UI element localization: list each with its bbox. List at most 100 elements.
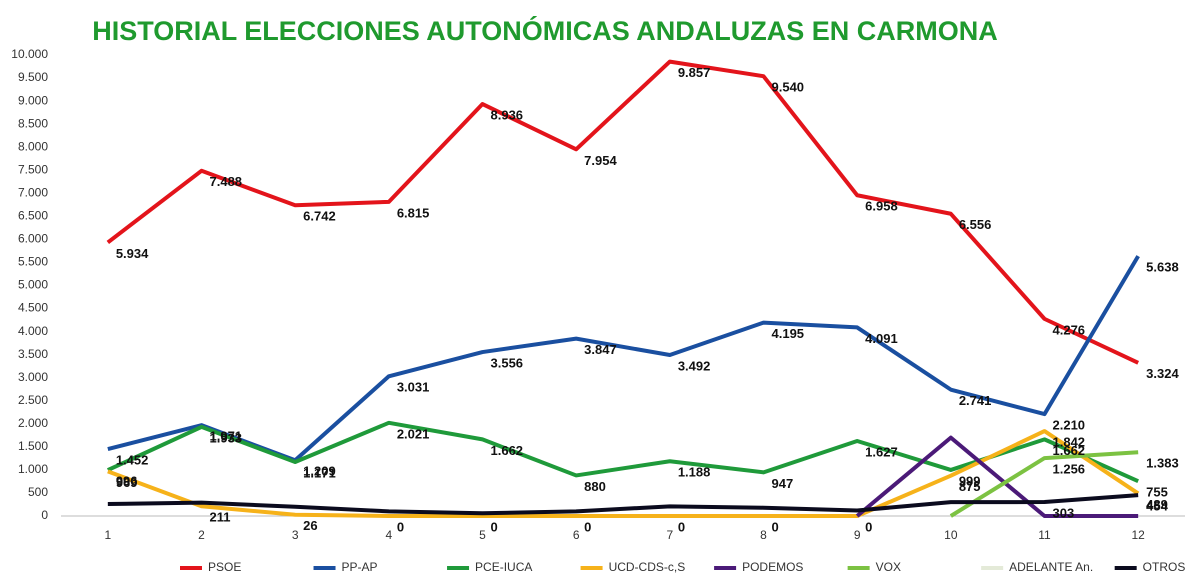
data-label: 1.971 — [210, 429, 243, 444]
data-label: 7.954 — [584, 153, 617, 168]
x-tick-label: 10 — [944, 528, 958, 542]
data-label: 0 — [491, 519, 498, 534]
x-tick-label: 9 — [854, 528, 861, 542]
data-label: 2.210 — [1053, 418, 1086, 433]
y-tick-label: 5.500 — [18, 255, 48, 269]
y-tick-label: 3.000 — [18, 370, 48, 384]
data-label: 454 — [1146, 499, 1168, 514]
data-label: 0 — [397, 519, 404, 534]
data-label: 5.638 — [1146, 260, 1179, 275]
data-label: 1.627 — [865, 444, 898, 459]
data-label: 6.815 — [397, 205, 430, 220]
data-label: 7.488 — [210, 174, 243, 189]
x-tick-label: 2 — [198, 528, 205, 542]
data-label: 1.188 — [678, 465, 711, 480]
y-tick-label: 9.500 — [18, 70, 48, 84]
y-tick-label: 0 — [41, 508, 48, 522]
data-label: 1.171 — [303, 465, 336, 480]
x-tick-label: 3 — [292, 528, 299, 542]
y-tick-label: 4.000 — [18, 324, 48, 338]
data-label: 5.934 — [116, 246, 149, 261]
data-label: 999 — [959, 473, 981, 488]
legend-label: PSOE — [208, 560, 241, 574]
data-label: 969 — [116, 475, 138, 490]
x-tick-label: 8 — [760, 528, 767, 542]
data-label: 2.021 — [397, 426, 430, 441]
data-label: 1.383 — [1146, 456, 1179, 471]
data-label: 1.842 — [1053, 435, 1086, 450]
data-label: 4.276 — [1053, 322, 1086, 337]
data-label: 880 — [584, 479, 606, 494]
y-tick-label: 5.000 — [18, 278, 48, 292]
series-line — [106, 59, 1140, 365]
series-line — [949, 450, 1139, 518]
data-label: 8.936 — [491, 107, 524, 122]
legend-label: PODEMOS — [742, 560, 803, 574]
data-label: 26 — [303, 518, 317, 533]
y-tick-label: 7.000 — [18, 185, 48, 199]
data-label: 0 — [865, 519, 872, 534]
data-label: 0 — [772, 519, 779, 534]
y-tick-label: 7.500 — [18, 162, 48, 176]
legend-label: VOX — [876, 560, 901, 574]
data-label: 9.540 — [772, 80, 805, 95]
legend-label: PCE-IUCA — [475, 560, 532, 574]
series-line — [855, 435, 1139, 518]
series-line — [106, 420, 1139, 484]
series-line — [107, 493, 1139, 516]
data-label: 875 — [959, 479, 981, 494]
data-label: 947 — [772, 476, 794, 491]
data-label: 4.091 — [865, 331, 898, 346]
data-label: 6.958 — [865, 199, 898, 214]
y-tick-label: 10.000 — [11, 47, 48, 61]
data-label: 9.857 — [678, 65, 711, 80]
data-label: 1.662 — [491, 443, 524, 458]
data-label: 211 — [210, 510, 231, 525]
y-tick-label: 8.000 — [18, 139, 48, 153]
y-tick-label: 500 — [28, 485, 48, 499]
y-tick-label: 1.500 — [18, 439, 48, 453]
y-tick-label: 2.500 — [18, 393, 48, 407]
data-label: 3.324 — [1146, 366, 1179, 381]
data-label: 1.662 — [1053, 443, 1086, 458]
x-tick-label: 5 — [479, 528, 486, 542]
data-label: 996 — [116, 474, 138, 489]
y-tick-label: 4.500 — [18, 301, 48, 315]
y-tick-label: 3.500 — [18, 347, 48, 361]
series-line — [107, 429, 1140, 518]
x-tick-label: 12 — [1131, 528, 1145, 542]
data-label: 1.933 — [210, 430, 243, 445]
x-tick-label: 7 — [666, 528, 673, 542]
x-tick-label: 1 — [104, 528, 111, 542]
data-label: 489 — [1146, 497, 1168, 512]
data-label: 0 — [678, 519, 685, 534]
data-label: 0 — [584, 519, 591, 534]
data-label: 3.492 — [678, 358, 711, 373]
legend-label: UCD-CDS-c,S — [609, 560, 686, 574]
y-tick-label: 9.000 — [18, 93, 48, 107]
x-tick-label: 6 — [573, 528, 580, 542]
legend-label: ADELANTE An. — [1009, 560, 1093, 574]
x-tick-label: 11 — [1038, 528, 1051, 542]
y-tick-label: 6.000 — [18, 232, 48, 246]
data-label: 3.847 — [584, 342, 617, 357]
y-tick-label: 2.000 — [18, 416, 48, 430]
data-label: 303 — [1053, 505, 1075, 520]
data-label: 3.556 — [491, 356, 524, 371]
legend-label: OTROS — [1143, 560, 1186, 574]
y-tick-label: 6.500 — [18, 209, 48, 223]
y-tick-label: 8.500 — [18, 116, 48, 130]
chart-title: HISTORIAL ELECCIONES AUTONÓMICAS ANDALUZ… — [92, 15, 998, 46]
legend-label: PP-AP — [342, 560, 378, 574]
data-label: 4.195 — [772, 326, 805, 341]
data-label: 1.256 — [1053, 462, 1086, 477]
data-label: 3.031 — [397, 380, 430, 395]
data-label: 2.741 — [959, 393, 992, 408]
y-tick-label: 1.000 — [18, 462, 48, 476]
data-label: 1.452 — [116, 453, 149, 468]
data-label: 6.556 — [959, 217, 992, 232]
data-label: 6.742 — [303, 209, 336, 224]
data-label: 755 — [1146, 485, 1168, 500]
x-tick-label: 4 — [385, 528, 392, 542]
